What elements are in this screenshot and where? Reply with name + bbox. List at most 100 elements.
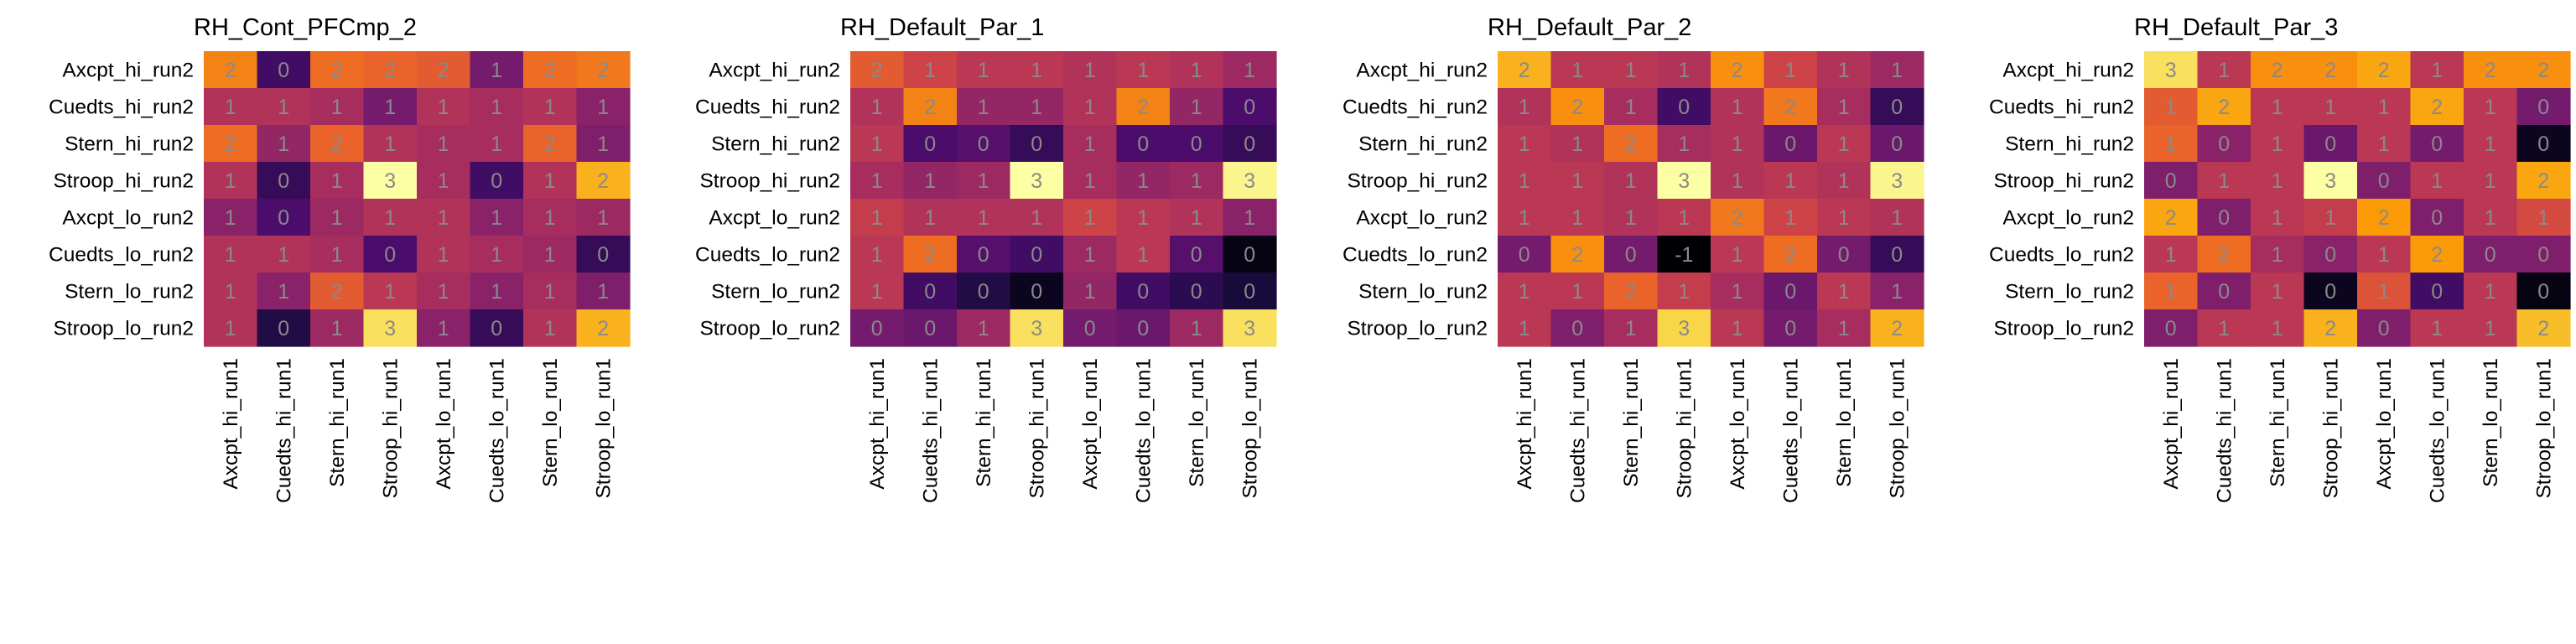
heatmap-cell bbox=[850, 236, 905, 273]
cell-value-label: 1 bbox=[2218, 59, 2230, 82]
cell-value-label: 1 bbox=[331, 169, 343, 193]
cell-value-label: 0 bbox=[1891, 243, 1903, 267]
heatmap-cell bbox=[1763, 125, 1818, 163]
heatmap-cell bbox=[1763, 236, 1818, 273]
cell-value-label: 2 bbox=[225, 132, 236, 156]
cell-value-label: 1 bbox=[1571, 206, 1583, 230]
cell-value-label: 1 bbox=[331, 317, 343, 340]
cell-value-label: 1 bbox=[2485, 206, 2496, 230]
cell-value-label: 2 bbox=[597, 317, 609, 340]
heatmap-cell bbox=[1763, 88, 1818, 126]
heatmap-cell bbox=[523, 125, 578, 163]
cell-value-label: 0 bbox=[2218, 132, 2230, 156]
heatmap-cell bbox=[1116, 51, 1171, 89]
cell-value-label: 1 bbox=[2165, 96, 2177, 119]
cell-value-label: 2 bbox=[2324, 317, 2336, 340]
cell-value-label: 1 bbox=[1732, 169, 1743, 193]
heatmap-cell bbox=[1223, 273, 1277, 310]
heatmap-cell bbox=[2516, 88, 2571, 126]
heatmap-cell bbox=[310, 88, 365, 126]
heatmap-cell bbox=[523, 162, 578, 200]
cell-value-label: 1 bbox=[871, 206, 883, 230]
cell-value-label: 1 bbox=[1838, 59, 1850, 82]
cell-value-label: 1 bbox=[2485, 280, 2496, 304]
x-tick-label: Stroop_hi_run1 bbox=[2319, 358, 2342, 499]
heatmap-cell bbox=[2144, 88, 2199, 126]
heatmap-cell bbox=[204, 125, 258, 163]
heatmap-cell bbox=[2410, 88, 2464, 126]
cell-value-label: 1 bbox=[1519, 317, 1530, 340]
heatmap-cell bbox=[1550, 51, 1605, 89]
cell-value-label: 1 bbox=[2431, 317, 2443, 340]
x-tick-label: Stern_hi_run1 bbox=[326, 358, 349, 487]
heatmap-cell bbox=[1604, 162, 1659, 200]
heatmap-cell bbox=[957, 236, 1011, 273]
heatmap-cell bbox=[576, 236, 631, 273]
heatmap-cell bbox=[310, 309, 365, 347]
y-tick-label: Stern_lo_run2 bbox=[711, 281, 840, 304]
cell-value-label: 0 bbox=[1137, 132, 1149, 156]
heatmap-cell bbox=[2516, 236, 2571, 273]
heatmap-cell bbox=[2144, 309, 2199, 347]
heatmap-cell bbox=[1223, 51, 1277, 89]
heatmap-cell bbox=[576, 125, 631, 163]
cell-value-label: 0 bbox=[2537, 280, 2549, 304]
cell-value-label: 1 bbox=[384, 132, 396, 156]
cell-value-label: 1 bbox=[1571, 59, 1583, 82]
y-tick-label: Axcpt_hi_run2 bbox=[62, 60, 194, 82]
y-tick-label: Stroop_hi_run2 bbox=[53, 170, 194, 193]
cell-value-label: 1 bbox=[1137, 243, 1149, 267]
heatmap-cell bbox=[1550, 309, 1605, 347]
cell-value-label: 1 bbox=[1571, 132, 1583, 156]
cell-value-label: 1 bbox=[1244, 206, 1255, 230]
cell-value-label: 1 bbox=[1191, 206, 1202, 230]
x-tick-label: Stern_lo_run1 bbox=[1186, 358, 1208, 487]
heatmap-cell bbox=[1657, 51, 1711, 89]
cell-value-label: 0 bbox=[1137, 280, 1149, 304]
cell-value-label: 1 bbox=[2537, 206, 2549, 230]
cell-value-label: 1 bbox=[1838, 169, 1850, 193]
cell-value-label: 1 bbox=[978, 59, 989, 82]
x-tick-label: Stroop_hi_run1 bbox=[379, 358, 402, 499]
heatmap-cell bbox=[1498, 88, 1552, 126]
cell-value-label: 1 bbox=[1519, 280, 1530, 304]
y-tick-label: Stroop_hi_run2 bbox=[699, 170, 840, 193]
panel-title: RH_Default_Par_1 bbox=[840, 14, 1044, 41]
heatmap-cell bbox=[1010, 199, 1064, 236]
x-tick-label: Axcpt_lo_run1 bbox=[433, 358, 455, 490]
cell-value-label: 2 bbox=[597, 59, 609, 82]
cell-value-label: 2 bbox=[2431, 96, 2443, 119]
heatmap-cell bbox=[1116, 199, 1171, 236]
cell-value-label: 0 bbox=[2165, 317, 2177, 340]
cell-value-label: 0 bbox=[2324, 280, 2336, 304]
heatmap-cell bbox=[1170, 88, 1224, 126]
heatmap-cell bbox=[204, 309, 258, 347]
x-tick-label: Axcpt_lo_run1 bbox=[1079, 358, 1102, 490]
heatmap-cell bbox=[470, 199, 524, 236]
cell-value-label: 2 bbox=[2165, 206, 2177, 230]
heatmap-cell bbox=[470, 236, 524, 273]
heatmap-cell bbox=[363, 88, 418, 126]
heatmap-cell bbox=[310, 199, 365, 236]
cell-value-label: 1 bbox=[978, 206, 989, 230]
heatmap-cell bbox=[2303, 88, 2358, 126]
heatmap-cell bbox=[1116, 88, 1171, 126]
heatmap-cell bbox=[1010, 273, 1064, 310]
heatmap-cell bbox=[1170, 309, 1224, 347]
heatmap-cell bbox=[1604, 51, 1659, 89]
heatmap-cell bbox=[1870, 236, 1924, 273]
heatmap-cell bbox=[1870, 51, 1924, 89]
heatmap-cell bbox=[257, 125, 311, 163]
cell-value-label: 1 bbox=[2485, 317, 2496, 340]
heatmap-cell bbox=[1870, 125, 1924, 163]
heatmap-cell bbox=[1657, 236, 1711, 273]
cell-value-label: 1 bbox=[2272, 206, 2283, 230]
y-tick-label: Cuedts_lo_run2 bbox=[1343, 244, 1488, 267]
cell-value-label: 0 bbox=[2537, 243, 2549, 267]
heatmap-cell bbox=[1870, 162, 1924, 200]
y-tick-label: Axcpt_lo_run2 bbox=[1356, 207, 1488, 230]
cell-value-label: 0 bbox=[1678, 96, 1690, 119]
heatmap-cell bbox=[1763, 273, 1818, 310]
heatmap-cell bbox=[903, 273, 958, 310]
cell-value-label: 1 bbox=[2378, 132, 2390, 156]
